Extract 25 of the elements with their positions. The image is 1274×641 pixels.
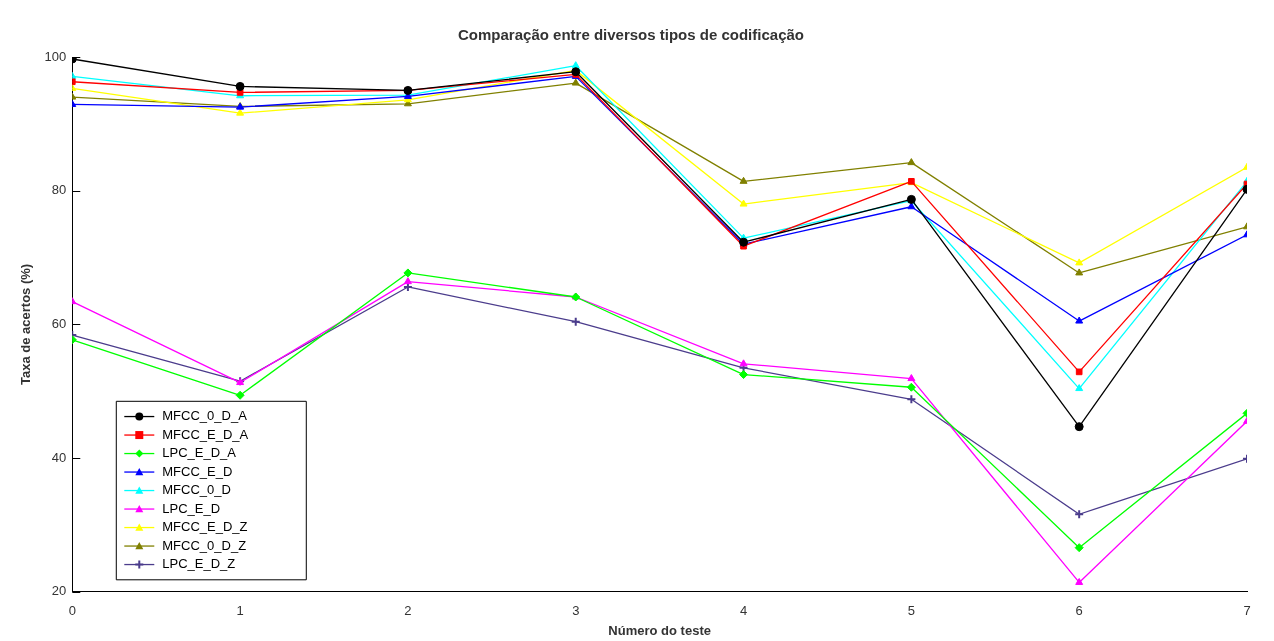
x-tick-label: 3 bbox=[572, 603, 580, 619]
y-tick-label: 40 bbox=[51, 449, 67, 465]
y-tick-label: 60 bbox=[51, 315, 67, 331]
y-axis-title: Taxa de acertos (%) bbox=[18, 263, 34, 385]
x-tick-label: 4 bbox=[739, 603, 748, 619]
legend-label: LPC_E_D bbox=[162, 500, 221, 516]
x-tick-label: 0 bbox=[68, 603, 76, 619]
legend-label: MFCC_0_D_Z bbox=[162, 537, 247, 553]
chart-title: Comparação entre diversos tipos de codificação bbox=[458, 26, 804, 44]
x-axis-title: Número do teste bbox=[608, 622, 711, 638]
x-tick-label: 7 bbox=[1243, 603, 1251, 619]
legend-label: LPC_E_D_A bbox=[162, 445, 237, 461]
legend-label: LPC_E_D_Z bbox=[162, 556, 236, 572]
legend-label: MFCC_0_D_A bbox=[162, 408, 248, 424]
legend-label: MFCC_E_D_Z bbox=[162, 519, 248, 535]
x-tick-label: 2 bbox=[404, 603, 412, 619]
legend-label: MFCC_E_D bbox=[162, 463, 233, 479]
x-tick-label: 1 bbox=[236, 603, 244, 619]
y-tick-label: 100 bbox=[44, 48, 67, 64]
legend-label: MFCC_0_D bbox=[162, 482, 231, 498]
y-tick-label: 20 bbox=[51, 583, 67, 599]
legend-label: MFCC_E_D_A bbox=[162, 426, 249, 442]
y-tick-label: 80 bbox=[51, 182, 67, 198]
x-tick-label: 6 bbox=[1075, 603, 1083, 619]
x-tick-label: 5 bbox=[907, 603, 915, 619]
